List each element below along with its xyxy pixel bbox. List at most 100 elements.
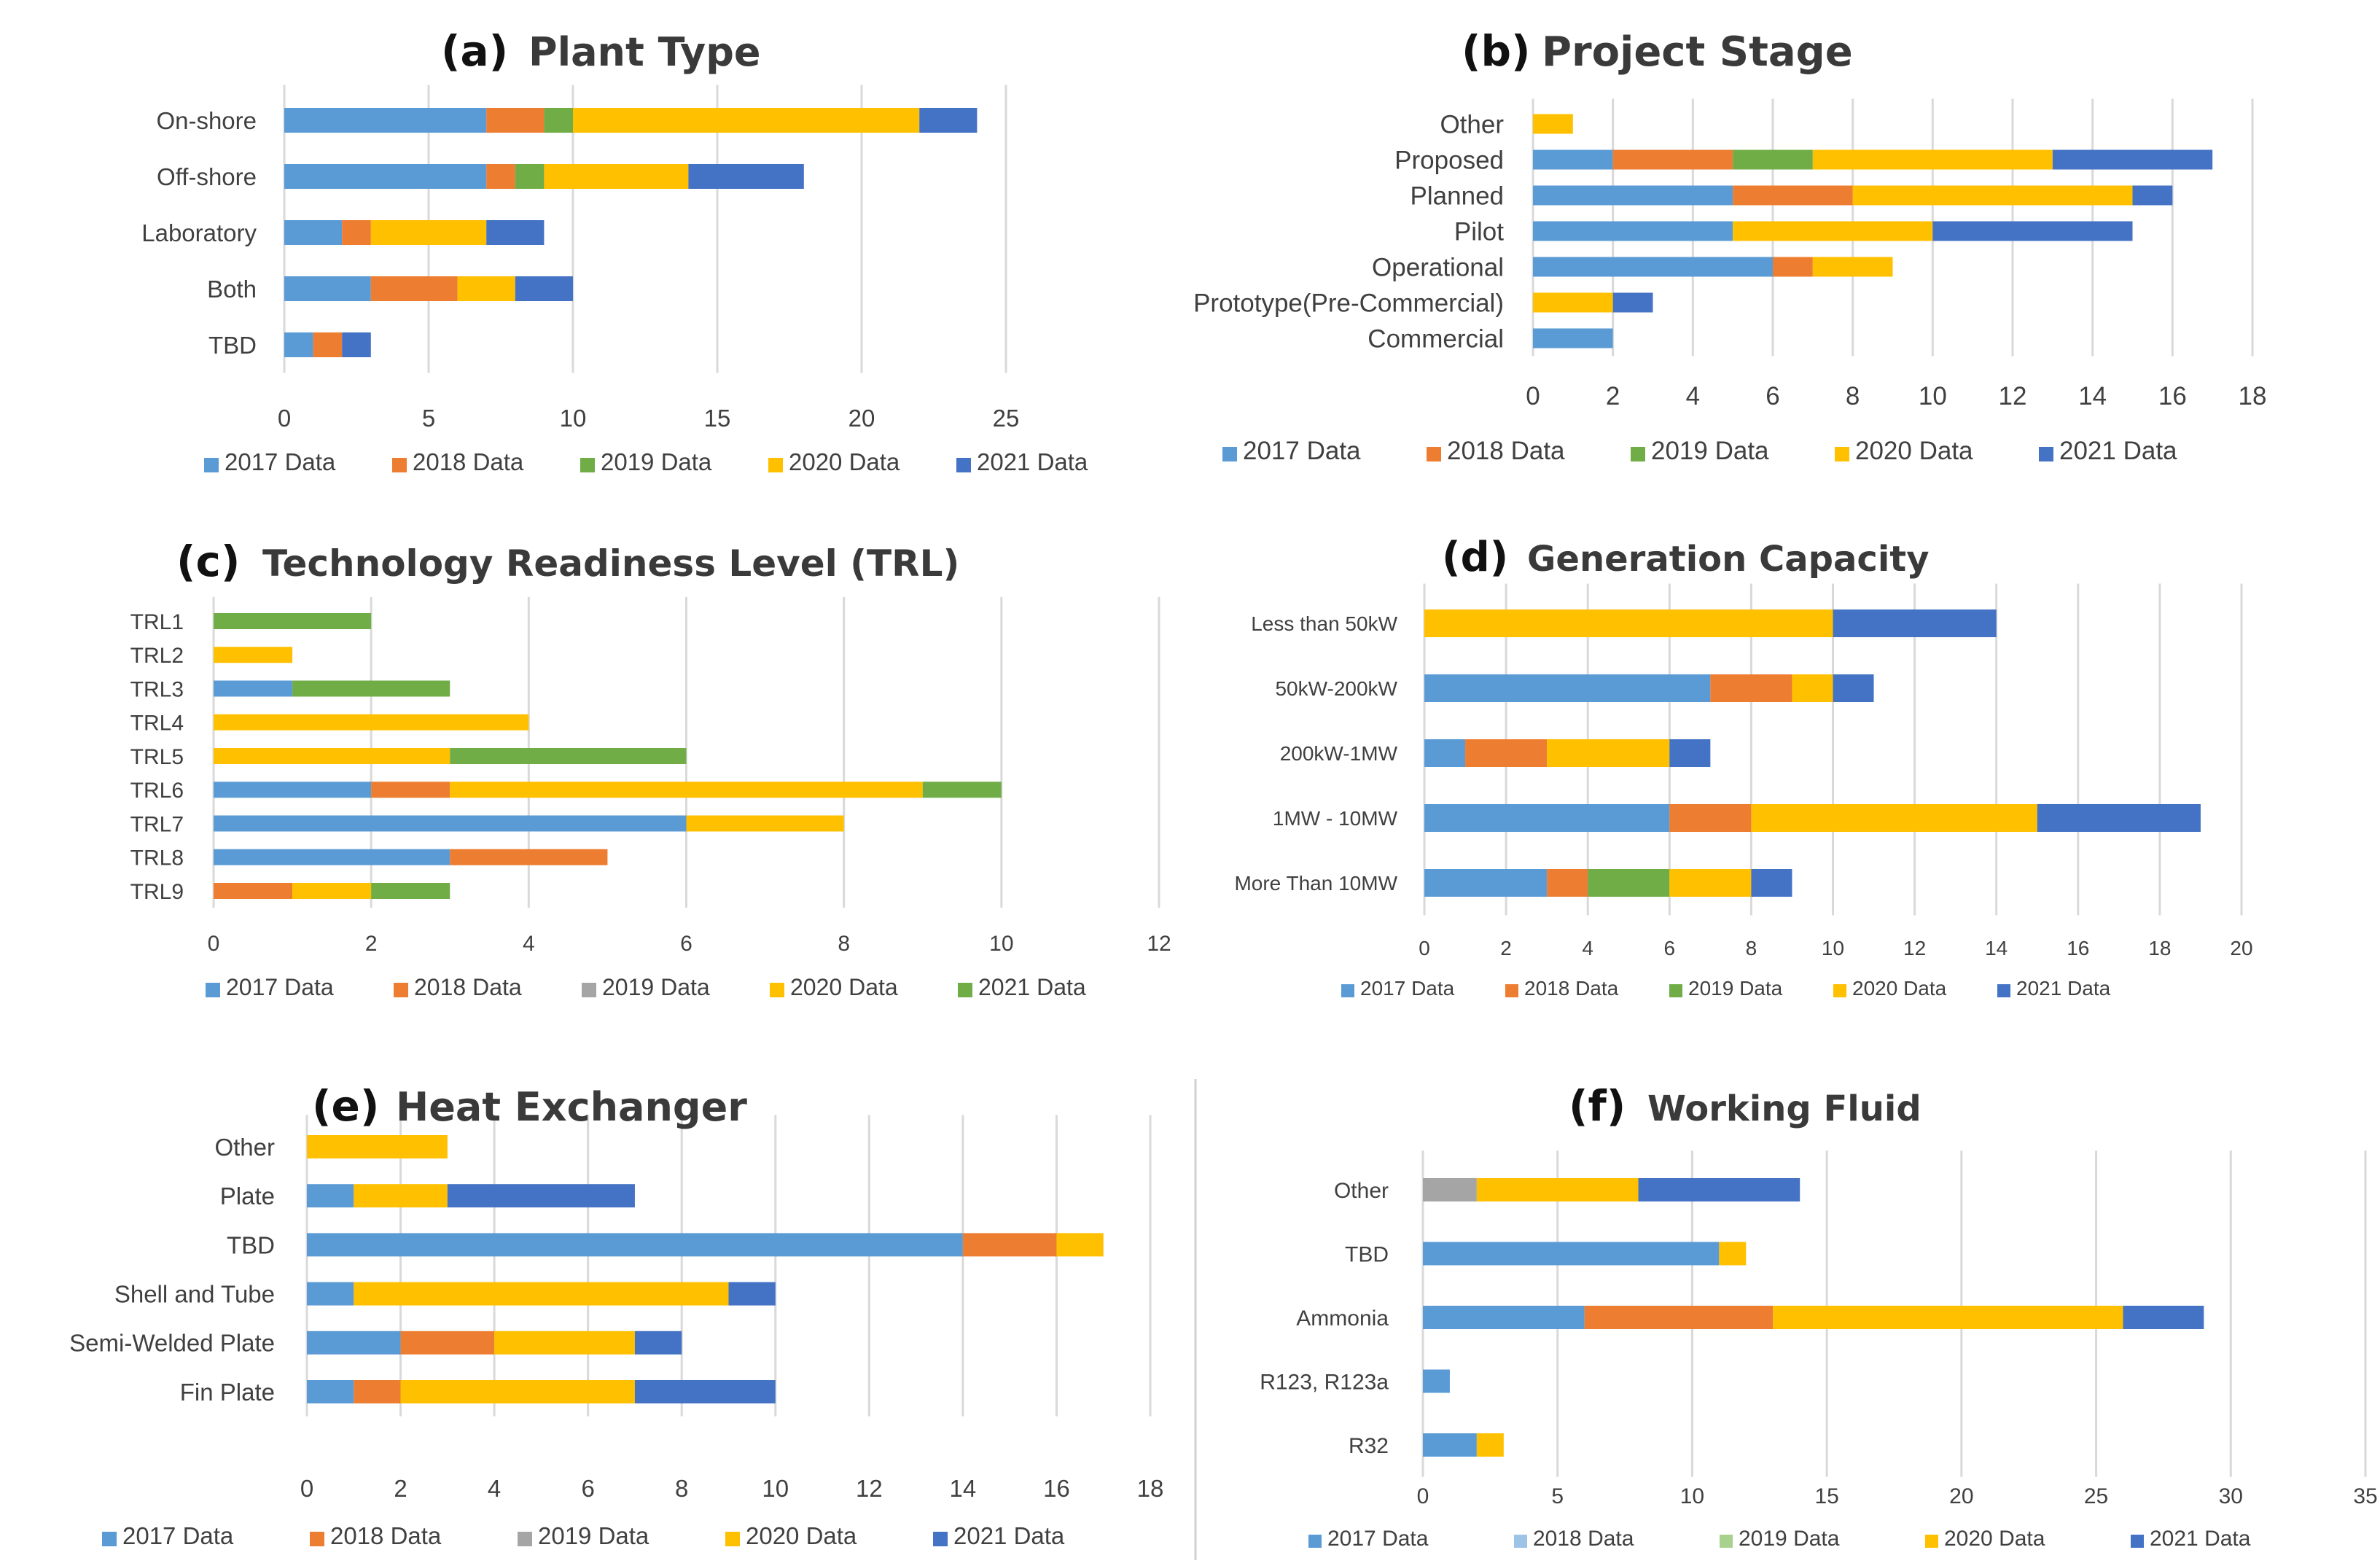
bar-segment [1812, 149, 2053, 170]
x-tick-label: 18 [2239, 382, 2267, 410]
x-tick-label: 10 [1680, 1484, 1704, 1508]
legend-swatch [1308, 1535, 1322, 1548]
bar-segment [1612, 292, 1653, 313]
bar-segment [1547, 869, 1588, 897]
bar-segment [1710, 674, 1792, 702]
legend-label: 2018 Data [1524, 977, 1619, 1000]
legend-label: 2020 Data [746, 1522, 857, 1549]
panel-letter: (e) [312, 1081, 379, 1131]
bar-segment [1056, 1233, 1104, 1257]
chart-title: Working Fluid [1647, 1088, 1921, 1129]
x-tick-label: 6 [680, 932, 692, 956]
legend-label: 2018 Data [1447, 437, 1565, 465]
bar-segment [494, 1331, 635, 1355]
chart-title: Project Stage [1542, 28, 1853, 76]
bar-segment [1792, 674, 1833, 702]
x-tick-label: 30 [2219, 1484, 2243, 1508]
bar-segment [634, 1380, 776, 1403]
category-label: R123, R123a [1260, 1370, 1389, 1394]
panel-letter: (f) [1569, 1081, 1626, 1131]
x-tick-label: 10 [989, 932, 1013, 956]
legend-swatch [956, 458, 971, 472]
legend-label: 2020 Data [1852, 977, 1947, 1000]
legend-swatch [2131, 1535, 2144, 1548]
category-label: TBD [208, 332, 257, 359]
bar-segment [1733, 221, 1933, 241]
bar-segment [1773, 257, 1813, 277]
bar-segment [1465, 739, 1548, 767]
legend-label: 2019 Data [602, 974, 710, 1000]
legend-label: 2019 Data [1739, 1527, 1840, 1551]
category-label: TRL7 [130, 812, 184, 836]
x-tick-label: 8 [675, 1475, 688, 1502]
bar-segment [450, 849, 608, 865]
x-tick-label: 25 [993, 405, 1020, 432]
bar-segment [1424, 609, 1833, 637]
category-label: TRL6 [130, 779, 184, 803]
legend-label: 2021 Data [977, 448, 1088, 475]
category-label: Other [1334, 1179, 1389, 1203]
legend-label: 2021 Data [2150, 1527, 2251, 1551]
x-tick-label: 10 [1919, 382, 1947, 410]
chart-panel-a: (a) Plant Type On-shore Off-shore Laboratory… [141, 26, 1088, 475]
legend-label: 2021 Data [2016, 977, 2111, 1000]
category-label: TRL4 [130, 712, 184, 736]
bar-segment [1612, 149, 1733, 170]
bar-segment [686, 815, 844, 832]
bar-segment [307, 1282, 354, 1306]
x-tick-label: 12 [856, 1475, 883, 1502]
chart-panel-c: (c) Technology Readiness Level (TRL) TRL1 T… [130, 537, 1171, 1000]
x-tick-label: 16 [2067, 937, 2089, 959]
bar-segment [515, 164, 545, 189]
category-label: Ammonia [1296, 1306, 1389, 1331]
legend-label: 2019 Data [1651, 437, 1769, 465]
legend-label: 2017 Data [1243, 437, 1361, 465]
x-tick-label: 0 [1419, 937, 1430, 959]
legend: 2017 Data 2018 Data 2019 Data 2020 Data 2021… [206, 974, 1086, 1000]
category-label: More Than 10MW [1234, 872, 1397, 895]
bar-segment [1547, 739, 1670, 767]
bar-segment [292, 883, 372, 899]
bar-segment [688, 164, 804, 189]
x-tick-label: 6 [1664, 937, 1676, 959]
category-label: TBD [227, 1231, 275, 1258]
x-tick-label: 16 [1043, 1475, 1070, 1502]
bar-segment [284, 276, 371, 301]
x-tick-label: 4 [523, 932, 535, 956]
bar-segment [354, 1184, 448, 1208]
panel-letter: (d) [1442, 534, 1508, 581]
bar-segment [307, 1184, 354, 1208]
bar-segment [1533, 328, 1613, 348]
bar-segment [1773, 1306, 2123, 1329]
bar-segment [1588, 869, 1670, 897]
bar-segment [307, 1380, 354, 1403]
legend-label: 2021 Data [2059, 437, 2177, 465]
legend-label: 2017 Data [225, 448, 336, 475]
legend-swatch [770, 983, 784, 997]
chart-panel-b: (b) Project Stage Other Proposed Planned Pilo… [1193, 26, 2266, 465]
x-tick-label: 4 [1582, 937, 1593, 959]
bar-segment [1423, 1242, 1720, 1266]
bar-segment [2052, 149, 2213, 170]
legend-swatch [1427, 447, 1441, 461]
bar-segment [1533, 185, 1733, 206]
bar-segment [1424, 869, 1548, 897]
bar-segment [1476, 1433, 1504, 1457]
x-tick-label: 0 [300, 1475, 313, 1502]
category-label: Plate [220, 1183, 275, 1209]
category-label: Other [1440, 111, 1504, 139]
legend-label: 2019 Data [1688, 977, 1783, 1000]
legend-label: 2017 Data [1327, 1527, 1429, 1551]
bar-segment [457, 276, 515, 301]
category-label: Laboratory [141, 219, 257, 246]
category-label: Both [207, 276, 257, 303]
chart-panel-d: (d) Generation Capacity Less than 50kW 50kW… [1234, 534, 2252, 1000]
legend: 2017 Data 2018 Data 2019 Data 2020 Data 2021… [204, 448, 1088, 475]
category-label: Other [214, 1134, 275, 1161]
bar-segment [1733, 149, 1813, 170]
x-tick-label: 20 [1949, 1484, 1973, 1508]
bar-segment [486, 164, 515, 189]
bar-segment [450, 748, 687, 764]
bar-segment [1733, 185, 1853, 206]
